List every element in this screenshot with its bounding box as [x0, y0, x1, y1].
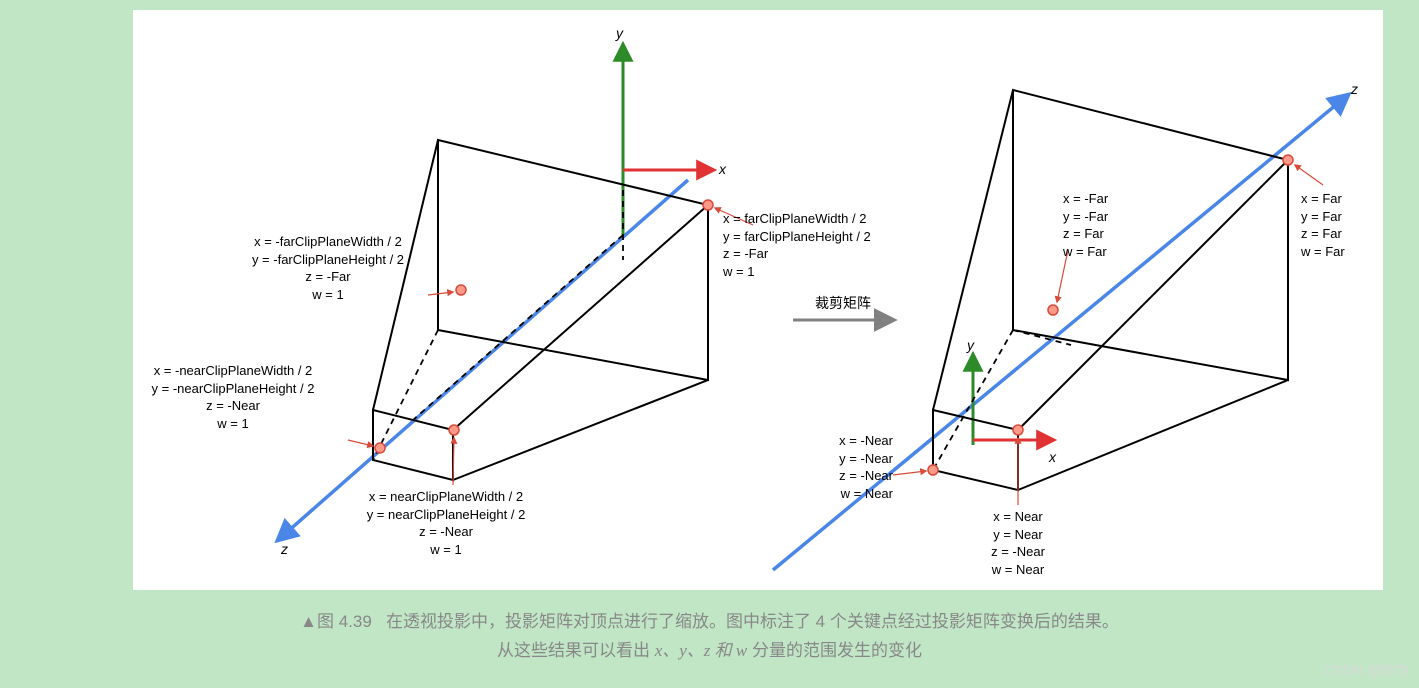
figure-panel: y x z y x z 裁剪矩阵 x = -nearClipPlaneWidth… — [133, 10, 1383, 590]
caption-line1: 在透视投影中，投影矩阵对顶点进行了缩放。图中标注了 4 个关键点经过投影矩阵变换… — [386, 612, 1119, 631]
figure-caption: ▲图 4.39 在透视投影中，投影矩阵对顶点进行了缩放。图中标注了 4 个关键点… — [0, 608, 1419, 666]
left-far-pos-annot: x = farClipPlaneWidth / 2 y = farClipPla… — [723, 210, 913, 280]
far-pos-point — [703, 200, 713, 210]
far-neg-point — [456, 285, 466, 295]
far-neg-point-r — [1048, 305, 1058, 315]
near-neg-point-r — [928, 465, 938, 475]
caption-line2a: 从这些结果可以看出 — [497, 641, 655, 660]
x-axis-label-r: x — [1049, 448, 1056, 467]
near-pos-point-r — [1013, 425, 1023, 435]
right-far-pos-annot: x = Far y = Far z = Far w = Far — [1301, 190, 1381, 260]
y-axis-label: y — [616, 24, 623, 43]
left-near-pos-annot: x = nearClipPlaneWidth / 2 y = nearClipP… — [346, 488, 546, 558]
near-neg-point — [375, 443, 385, 453]
z-axis-label-r: z — [1351, 80, 1358, 99]
transform-arrow-label: 裁剪矩阵 — [815, 293, 871, 313]
x-axis-label: x — [719, 160, 726, 179]
caption-line2-vars: x、y、z 和 w — [655, 641, 748, 660]
key-points-left — [375, 200, 713, 453]
right-near-pos-annot: x = Near y = Near z = -Near w = Near — [973, 508, 1063, 578]
near-pos-point — [449, 425, 459, 435]
right-near-neg-annot: x = -Near y = -Near z = -Near w = Near — [803, 432, 893, 502]
left-far-neg-annot: x = -farClipPlaneWidth / 2 y = -farClipP… — [233, 233, 423, 303]
y-axis-label-r: y — [967, 336, 974, 355]
z-axis-label: z — [281, 540, 288, 559]
watermark: CSDN @妙为 — [1323, 660, 1409, 680]
far-pos-point-r — [1283, 155, 1293, 165]
caption-prefix: ▲图 4.39 — [300, 612, 372, 631]
right-far-neg-annot: x = -Far y = -Far z = Far w = Far — [1063, 190, 1143, 260]
left-near-neg-annot: x = -nearClipPlaneWidth / 2 y = -nearCli… — [133, 362, 333, 432]
caption-line2b: 分量的范围发生的变化 — [747, 641, 922, 660]
